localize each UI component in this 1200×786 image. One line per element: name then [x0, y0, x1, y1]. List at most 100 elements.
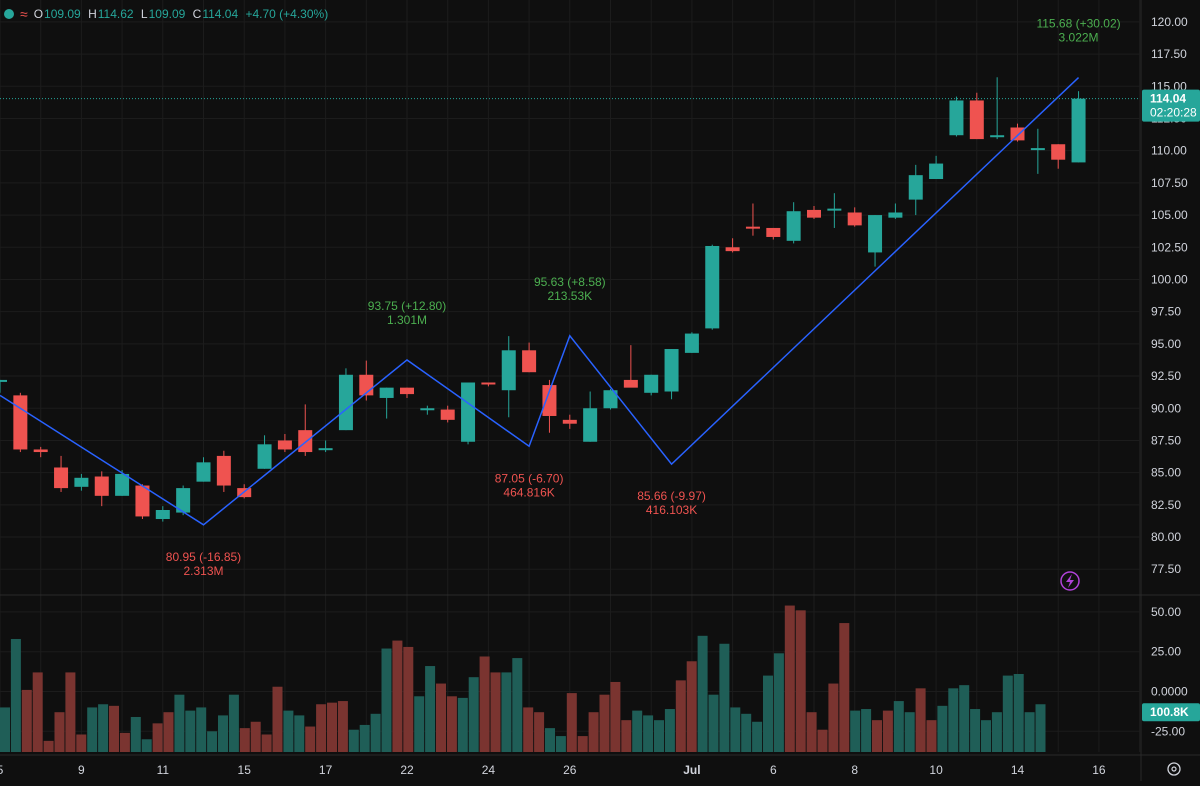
volume-bar[interactable]: [937, 705, 948, 752]
volume-bar[interactable]: [773, 653, 784, 752]
volume-bar[interactable]: [65, 672, 76, 752]
volume-bar[interactable]: [632, 710, 643, 752]
candle-body[interactable]: [277, 440, 292, 450]
candle-body[interactable]: [196, 462, 211, 482]
candle-body[interactable]: [623, 379, 638, 388]
candle-body[interactable]: [216, 455, 231, 486]
volume-bar[interactable]: [348, 729, 359, 752]
status-dot-icon[interactable]: [4, 9, 14, 19]
volume-bar[interactable]: [239, 728, 250, 752]
volume-bar[interactable]: [817, 729, 828, 752]
volume-bar[interactable]: [119, 732, 130, 752]
candle-body[interactable]: [74, 477, 89, 487]
volume-bar[interactable]: [981, 720, 991, 752]
volume-bar[interactable]: [163, 712, 174, 752]
volume-bar[interactable]: [141, 739, 152, 752]
volume-bar[interactable]: [294, 715, 305, 752]
candle-body[interactable]: [440, 409, 455, 420]
volume-bar[interactable]: [599, 694, 610, 752]
volume-bar[interactable]: [588, 712, 599, 752]
candle-body[interactable]: [94, 476, 109, 496]
volume-bar[interactable]: [719, 643, 730, 752]
volume-bar[interactable]: [436, 683, 446, 752]
volume-bar[interactable]: [468, 677, 479, 752]
candle-body[interactable]: [929, 163, 944, 180]
candle-body[interactable]: [583, 408, 598, 442]
volume-bar[interactable]: [697, 635, 708, 752]
volume-bar[interactable]: [337, 701, 348, 752]
candle-body[interactable]: [990, 135, 1005, 138]
volume-bar[interactable]: [359, 724, 370, 752]
volume-bar[interactable]: [1024, 712, 1035, 752]
candle-body[interactable]: [542, 385, 557, 416]
volume-bar[interactable]: [130, 716, 141, 752]
volume-bar[interactable]: [643, 715, 654, 752]
volume-bar[interactable]: [882, 710, 893, 752]
volume-bar[interactable]: [228, 694, 239, 752]
candle-body[interactable]: [481, 382, 496, 385]
volume-bar[interactable]: [109, 705, 119, 752]
candle-body[interactable]: [969, 100, 984, 140]
candle-body[interactable]: [522, 350, 537, 373]
volume-bar[interactable]: [795, 610, 806, 752]
volume-bar[interactable]: [664, 709, 675, 752]
candle-body[interactable]: [318, 448, 333, 451]
volume-bar[interactable]: [1013, 674, 1024, 752]
candle-body[interactable]: [0, 379, 7, 382]
volume-bar[interactable]: [534, 712, 545, 752]
candle-body[interactable]: [379, 387, 394, 398]
candle-body[interactable]: [1051, 144, 1066, 160]
volume-bar[interactable]: [872, 720, 882, 752]
volume-bar[interactable]: [523, 707, 534, 752]
candle-body[interactable]: [868, 215, 883, 253]
volume-bar[interactable]: [828, 683, 839, 752]
candle-body[interactable]: [766, 227, 781, 237]
candle-body[interactable]: [420, 408, 435, 411]
volume-bar[interactable]: [970, 709, 981, 752]
volume-bar[interactable]: [316, 704, 327, 752]
candle-body[interactable]: [888, 212, 903, 218]
volume-bar[interactable]: [446, 696, 457, 752]
volume-bar[interactable]: [479, 656, 490, 752]
candle-body[interactable]: [54, 467, 69, 489]
candle-body[interactable]: [807, 209, 821, 218]
volume-bar[interactable]: [218, 715, 228, 752]
volume-bar[interactable]: [250, 721, 261, 752]
candle-body[interactable]: [786, 211, 801, 241]
volume-bar[interactable]: [490, 672, 501, 752]
volume-bar[interactable]: [414, 696, 425, 752]
volume-bar[interactable]: [457, 697, 468, 752]
volume-bar[interactable]: [76, 734, 87, 752]
candle-body[interactable]: [644, 374, 659, 393]
candle-body[interactable]: [684, 333, 699, 353]
volume-bar[interactable]: [730, 707, 741, 752]
volume-bar[interactable]: [654, 720, 664, 752]
candle-body[interactable]: [135, 485, 150, 517]
volume-bar[interactable]: [904, 712, 915, 752]
volume-bar[interactable]: [850, 710, 861, 752]
volume-bar[interactable]: [43, 740, 54, 752]
candle-body[interactable]: [664, 349, 679, 392]
volume-bar[interactable]: [555, 736, 566, 752]
volume-bar[interactable]: [741, 713, 752, 752]
volume-bar[interactable]: [991, 712, 1002, 752]
volume-bar[interactable]: [861, 709, 872, 752]
volume-bar[interactable]: [839, 623, 850, 752]
volume-bar[interactable]: [512, 658, 523, 752]
candle-body[interactable]: [745, 226, 760, 229]
candle-body[interactable]: [400, 387, 414, 395]
candle-body[interactable]: [298, 430, 313, 453]
volume-bar[interactable]: [566, 693, 577, 752]
volume-bar[interactable]: [545, 728, 555, 752]
volume-bar[interactable]: [610, 681, 621, 752]
volume-bar[interactable]: [621, 720, 632, 752]
volume-bar[interactable]: [893, 701, 904, 752]
candle-body[interactable]: [155, 510, 170, 520]
candle-body[interactable]: [705, 245, 720, 329]
volume-bar[interactable]: [403, 646, 414, 752]
volume-bar[interactable]: [381, 648, 392, 752]
candle-body[interactable]: [33, 449, 48, 453]
candle-body[interactable]: [603, 390, 618, 409]
candle-body[interactable]: [725, 247, 740, 252]
lightning-icon[interactable]: [1060, 571, 1080, 591]
